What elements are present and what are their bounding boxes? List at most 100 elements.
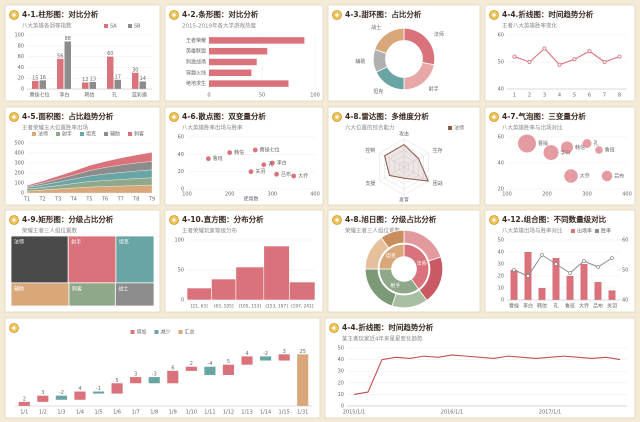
legend-swatch (448, 126, 452, 130)
axis-label: 控制 (365, 147, 375, 154)
panel-title: 4-5.面积图：占比趋势分析 (22, 111, 114, 121)
y-tick-label: 400 (14, 151, 24, 157)
x-tick-label: 1/9 (169, 410, 177, 416)
point-label: 大乔 (580, 173, 590, 180)
waterfall-bar (185, 366, 197, 371)
y-tick-label: 40 (498, 161, 504, 167)
y-tick-label: 100 (14, 181, 24, 187)
legend-label: SB (134, 24, 141, 30)
value-label: -3 (152, 372, 157, 378)
value-label: 13 (90, 76, 96, 82)
legend-swatch (128, 24, 132, 28)
cell-label: 坦克 (119, 239, 129, 246)
bar (209, 80, 289, 87)
legend-swatch (32, 132, 36, 136)
x-tick-label: T7 (117, 197, 124, 203)
panel-icon-dot (12, 326, 16, 330)
panel-subtitle: 八大英雄出场与胜率对比 (502, 227, 563, 235)
y-tick-label: 100 (14, 33, 24, 39)
bar (64, 41, 71, 89)
y-tick-label: 20 (498, 274, 504, 280)
y-tick-label: 刺激战场 (186, 59, 206, 66)
y-tick-label: 50 (498, 60, 504, 66)
slice-label: 法师 (417, 260, 427, 267)
y-tick-label: 30 (338, 369, 344, 375)
y-tick-label: 60 (18, 54, 24, 60)
histogram-bar (263, 245, 290, 301)
axis-label: 发育 (399, 197, 409, 204)
x-tick-label: T6 (101, 197, 108, 203)
x-tick-label: 400 (622, 192, 632, 198)
value-label: 17 (115, 74, 121, 80)
waterfall-bar (55, 395, 67, 400)
scatter-point (261, 162, 267, 168)
y-tick-label: 0 (21, 191, 24, 197)
legend-swatch (104, 132, 108, 136)
legend-label: 辅助 (110, 131, 120, 138)
y-tick-label: 50 (498, 238, 504, 244)
value-label: 14 (140, 76, 146, 82)
x-tick-label: 1/13 (241, 410, 252, 416)
panel-subtitle: 王者荣耀玩家等级分布 (182, 227, 238, 235)
axis-label: 生存 (433, 147, 443, 154)
legend-swatch (571, 229, 575, 233)
value-label: -2 (263, 351, 268, 357)
legend-label: 减少 (161, 329, 171, 336)
y-tick-label: 50 (178, 268, 184, 274)
y-tick-label: 200 (14, 171, 24, 177)
y-tick-label: 40 (622, 298, 628, 304)
value-label: 5 (227, 359, 230, 365)
x-tick-label: 1/4 (76, 410, 84, 416)
x-axis-label: 使用数 (243, 196, 258, 203)
x-tick-label: T4 (70, 197, 77, 203)
x-tick-label: 吕布 (593, 303, 603, 310)
value-label: -1 (96, 386, 101, 392)
legend-label: SA (110, 24, 117, 30)
x-tick-label: 100 (502, 192, 512, 198)
y-tick-label: 60 (498, 33, 504, 39)
y-tick-label: 0 (341, 404, 344, 410)
slice-label: 辅助 (355, 58, 365, 65)
line-marker (617, 54, 622, 59)
x-tick-label: T1 (23, 197, 30, 203)
y-tick-label: 80 (18, 43, 24, 49)
bin-label: [21, 63] (191, 304, 208, 310)
line-marker (610, 256, 614, 260)
point-label: 关羽 (255, 168, 265, 175)
panel-icon-dot (492, 218, 496, 222)
x-tick-label: 300 (582, 192, 592, 198)
x-tick-label: 4 (558, 93, 561, 99)
panel-title: 4-4.折线图：时间趋势分析 (342, 322, 434, 332)
panel-title: 4-9.矩形图：分级占比分析 (22, 214, 114, 224)
point-label: 孔 (268, 161, 273, 168)
x-tick-label: 孔 (112, 92, 117, 99)
legend-label: 刺客 (134, 131, 144, 138)
waterfall-bar (92, 391, 105, 394)
x-tick-label: 2 (528, 93, 531, 99)
x-tick-label: 300 (268, 192, 278, 198)
legend-swatch (80, 132, 84, 136)
panel-subtitle: 某王者玩家近4年来星星变化趋势 (342, 335, 423, 343)
x-tick-label: 蓝彩旗 (132, 92, 147, 99)
y-tick-label: 50 (338, 346, 344, 352)
panel-icon-dot (12, 218, 16, 222)
x-tick-label: T2 (39, 197, 46, 203)
line-marker (512, 268, 516, 272)
value-label: 3 (41, 390, 44, 396)
x-tick-label: 200 (542, 192, 552, 198)
slice-label: 射手 (391, 282, 401, 289)
waterfall-bar (37, 395, 49, 402)
x-tick-label: 韩信 (537, 303, 547, 310)
histogram-bar (186, 287, 212, 301)
point-label: 鲁班 (605, 147, 615, 154)
x-tick-label: T5 (85, 197, 92, 203)
line (353, 354, 621, 395)
point-label: 曹操 (538, 140, 548, 147)
bin-label: (105, 153] (239, 304, 262, 310)
x-tick-label: 1/15 (279, 410, 290, 416)
panel-icon-dot (12, 13, 16, 17)
sunburst-slice (380, 229, 405, 249)
scatter-point (252, 147, 258, 153)
bar (114, 79, 121, 89)
x-tick-label: 8 (618, 93, 621, 99)
